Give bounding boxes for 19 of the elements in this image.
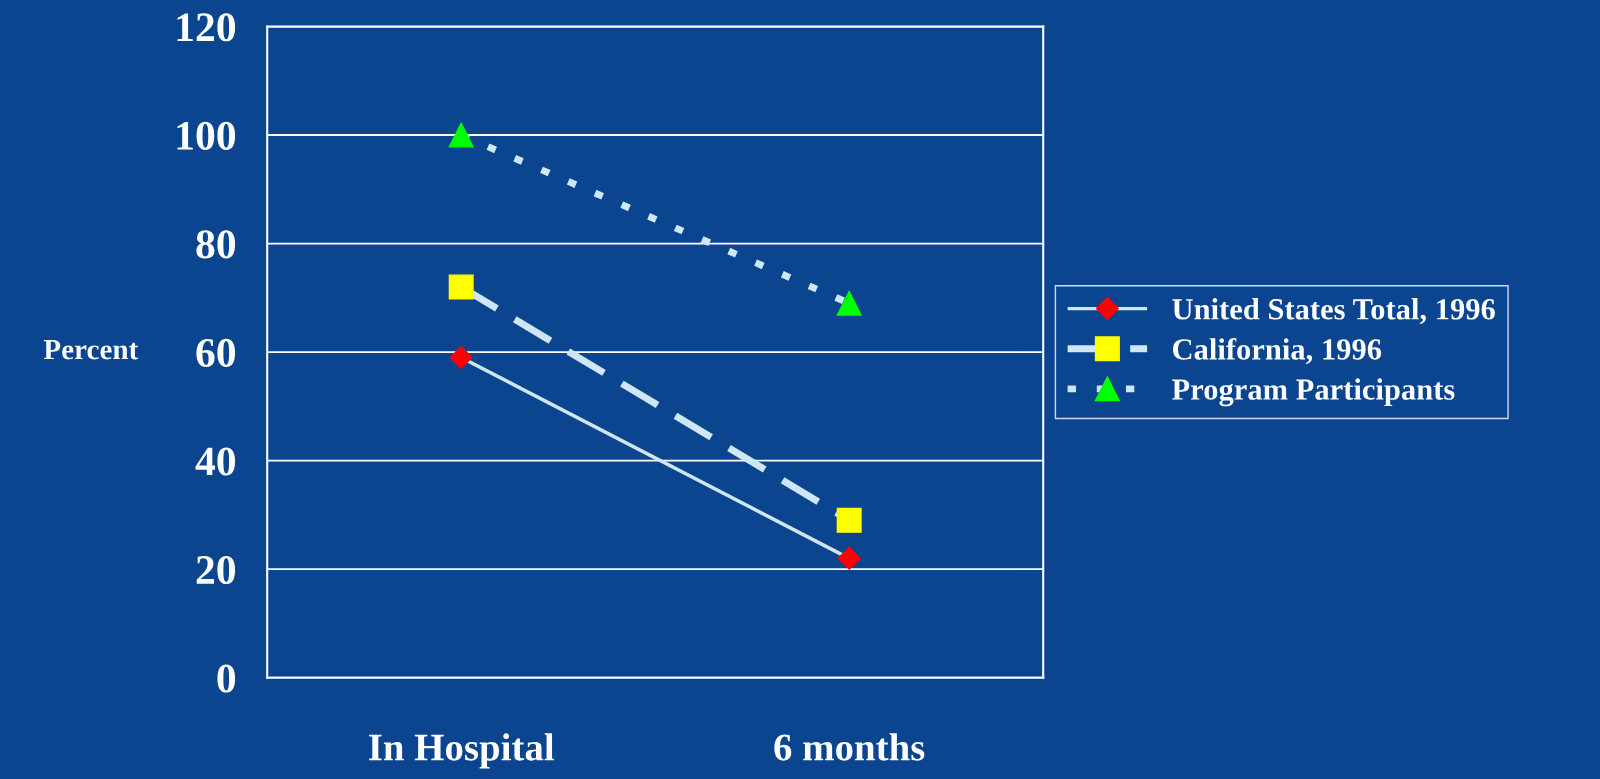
y-tick-label: 40 [195,447,236,476]
y-tick-label: 20 [196,555,236,585]
legend-label: California, 1996 [1173,337,1382,365]
point [836,290,862,316]
point [448,274,474,300]
legend-label: Program Participants [1172,378,1455,407]
point [448,122,474,148]
point [449,346,473,370]
legend-label: United States Total, 1996 [1172,298,1495,325]
y-tick-label: 0 [217,664,236,693]
point [836,507,862,533]
x-tick-label: 6 months [774,733,925,761]
x-tick-label: In Hospital [369,733,555,769]
y-tick-label: 100 [177,121,236,150]
point [837,546,861,570]
y-tick-label: 60 [196,338,236,367]
y-axis-title: Percent [43,340,139,360]
y-tick-label: 120 [177,13,236,42]
y-tick-label: 80 [196,230,236,259]
